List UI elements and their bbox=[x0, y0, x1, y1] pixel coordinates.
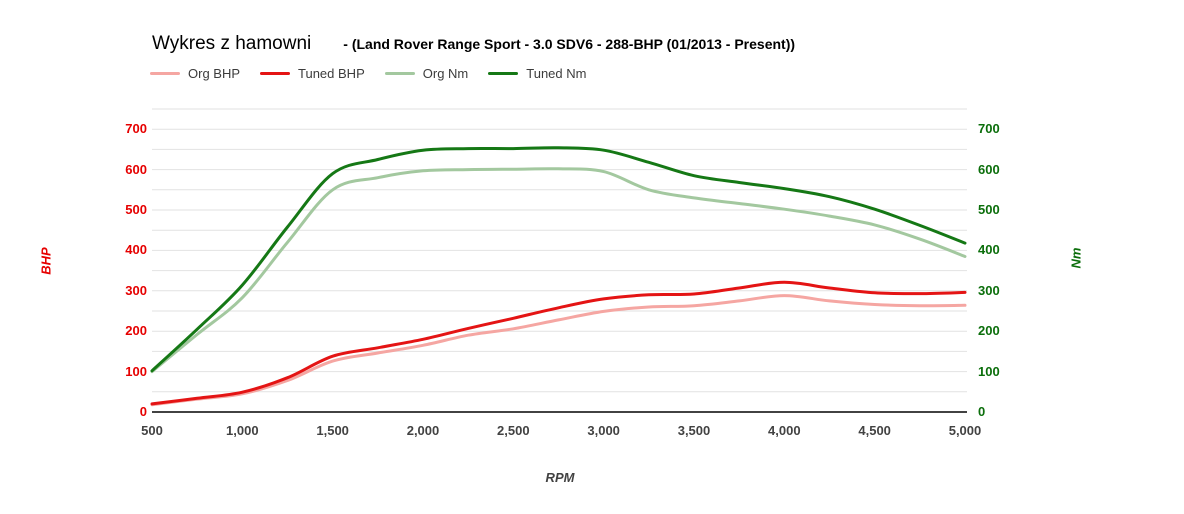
legend-label: Tuned Nm bbox=[526, 66, 587, 81]
y-right-tick-600: 600 bbox=[978, 161, 1000, 177]
y-axis-title-left: BHP bbox=[38, 247, 54, 275]
y-left-tick-100: 100 bbox=[125, 363, 147, 379]
x-tick-2500: 2,500 bbox=[497, 423, 530, 438]
y-right-tick-500: 500 bbox=[978, 202, 1000, 217]
series-line-org-bhp bbox=[150, 294, 967, 407]
y-right-tick-200: 200 bbox=[978, 323, 1000, 339]
x-tick-500: 500 bbox=[141, 423, 163, 438]
legend-swatch-org-bhp bbox=[150, 72, 180, 75]
x-tick-4000: 4,000 bbox=[768, 423, 801, 438]
x-tick-5000: 5,000 bbox=[948, 423, 982, 438]
chart-header: Wykres z hamowni - (Land Rover Range Spo… bbox=[152, 33, 795, 55]
series-line-tuned-nm bbox=[150, 146, 967, 373]
x-tick-2000: 2,000 bbox=[406, 423, 440, 438]
chart-subtitle: - (Land Rover Range Sport - 3.0 SDV6 - 2… bbox=[343, 36, 796, 52]
y-left-tick-200: 200 bbox=[125, 323, 147, 339]
x-tick-4500: 4,500 bbox=[858, 423, 891, 438]
y-right-tick-100: 100 bbox=[978, 363, 1000, 379]
legend-item-tuned-bhp: Tuned BHP bbox=[260, 66, 365, 81]
x-tick-3000: 3,000 bbox=[587, 423, 620, 438]
legend-label: Tuned BHP bbox=[298, 66, 365, 81]
legend-item-org-nm: Org Nm bbox=[384, 66, 469, 81]
legend-swatch-org-nm bbox=[384, 72, 415, 75]
legend-swatch-tuned-nm bbox=[488, 72, 519, 75]
x-tick-1000: 1,000 bbox=[226, 423, 259, 438]
legend-label: Org Nm bbox=[422, 66, 469, 81]
y-left-tick-500: 500 bbox=[125, 202, 147, 217]
y-left-tick-300: 300 bbox=[125, 282, 147, 298]
legend-item-tuned-nm: Tuned Nm bbox=[488, 66, 586, 81]
legend-item-org-bhp: Org BHP bbox=[150, 66, 240, 81]
legend-label: Org BHP bbox=[188, 66, 241, 81]
y-right-tick-0: 0 bbox=[978, 404, 986, 419]
y-left-tick-700: 700 bbox=[125, 121, 147, 137]
y-left-tick-400: 400 bbox=[125, 242, 147, 258]
x-tick-3500: 3,500 bbox=[677, 423, 711, 438]
legend-swatch-tuned-bhp bbox=[260, 72, 291, 75]
chart-title: Wykres z hamowni bbox=[152, 33, 312, 54]
series-line-org-nm bbox=[150, 167, 967, 374]
legend: Org BHP Tuned BHP Org Nm Tuned Nm bbox=[150, 66, 586, 81]
y-axis-title-right: Nm bbox=[1068, 247, 1084, 269]
y-left-tick-600: 600 bbox=[125, 161, 147, 177]
y-right-tick-400: 400 bbox=[978, 242, 1000, 258]
x-tick-1500: 1,500 bbox=[316, 423, 349, 438]
y-left-tick-0: 0 bbox=[139, 404, 147, 419]
y-right-tick-300: 300 bbox=[978, 282, 1000, 298]
y-right-tick-700: 700 bbox=[978, 121, 1000, 137]
series-line-tuned-bhp bbox=[150, 280, 967, 406]
x-axis-title: RPM bbox=[545, 470, 575, 485]
